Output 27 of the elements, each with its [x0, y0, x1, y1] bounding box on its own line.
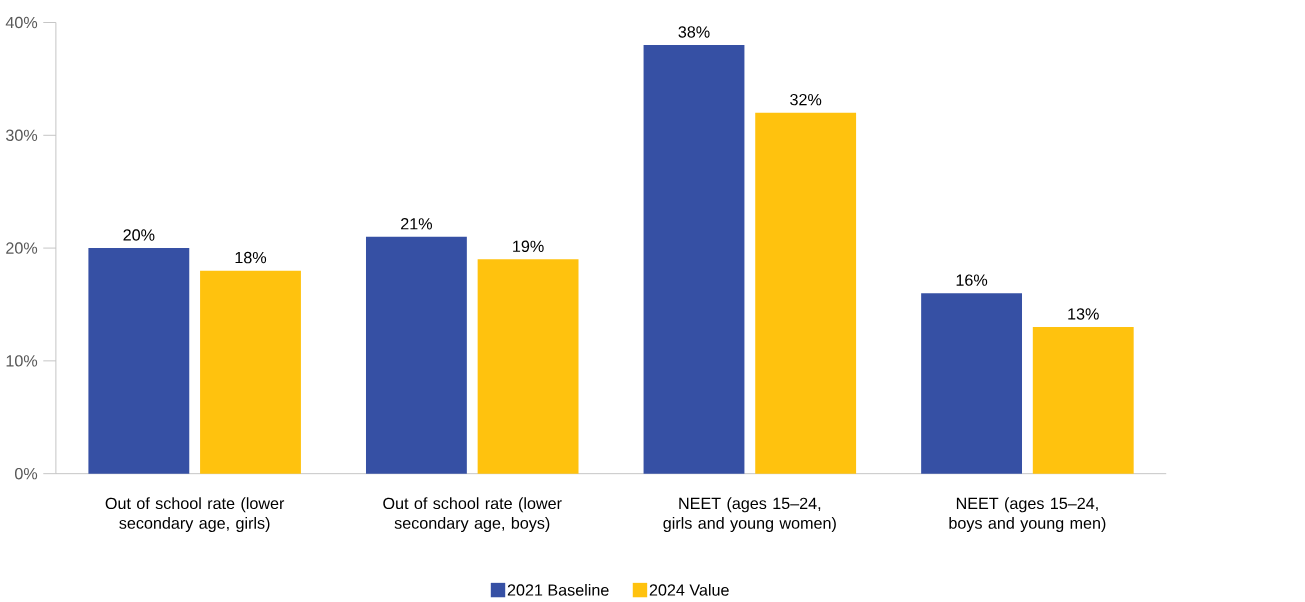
x-tick-label: Out of school rate (lower secondary age, girls)	[105, 497, 285, 533]
data-label: 21%	[401, 218, 432, 230]
data-label: 18%	[235, 252, 267, 264]
bar	[1032, 327, 1134, 474]
legend-label: 2021 Baseline	[507, 584, 609, 596]
data-label: 32%	[790, 94, 822, 106]
y-tick-label: 0%	[15, 468, 38, 480]
bar	[921, 293, 1023, 474]
x-tick-label: Out of school rate (lower secondary age, boys)	[383, 497, 562, 533]
data-label: 38%	[678, 26, 710, 38]
data-label: 16%	[956, 274, 988, 287]
bar	[643, 45, 745, 474]
legend-label: 2024 Value	[649, 584, 729, 596]
y-tick-label: 20%	[6, 242, 38, 254]
data-label: 19%	[513, 240, 544, 253]
y-tick-label: 40%	[5, 16, 38, 29]
y-tick-label: 30%	[6, 129, 38, 142]
x-tick-label: NEET (ages 15–24, girls and young women)	[663, 497, 836, 533]
bar	[365, 237, 467, 474]
data-label: 13%	[1068, 308, 1099, 320]
data-label: 20%	[123, 229, 155, 241]
bar	[200, 270, 301, 474]
bar	[477, 259, 579, 474]
y-tick-label: 10%	[6, 355, 38, 367]
bar	[88, 248, 190, 474]
bar	[755, 112, 857, 474]
x-tick-label: NEET (ages 15–24, boys and young men)	[949, 497, 1106, 533]
